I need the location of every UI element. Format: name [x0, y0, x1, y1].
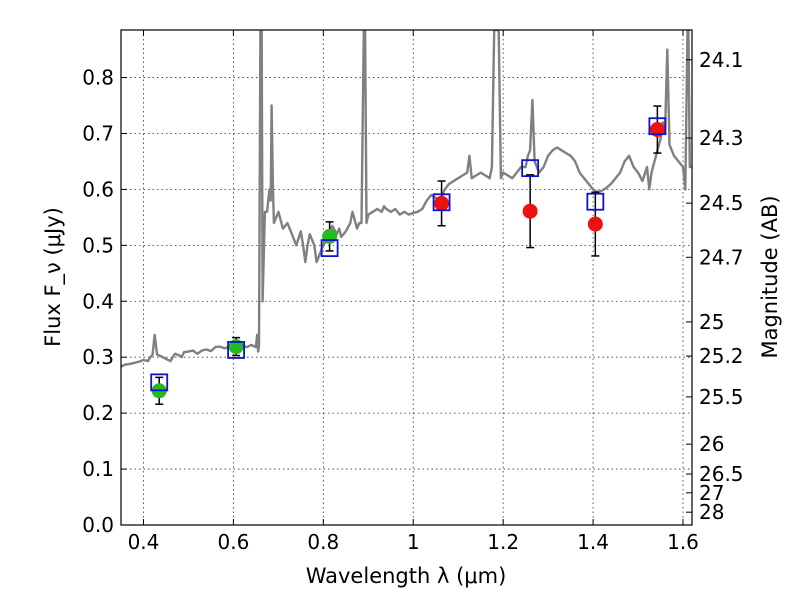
nir-data-point [522, 203, 538, 219]
x-tick-label: 1.4 [577, 530, 609, 554]
model-photometry-square [227, 341, 245, 359]
y-tick-label: 0.4 [82, 289, 114, 313]
grid [121, 30, 692, 526]
model-photometry-square [586, 192, 605, 211]
magnitude-axis-label: Magnitude (AB) [758, 195, 782, 358]
model-photometry-square [432, 193, 451, 212]
y-tick-label: 0.2 [82, 401, 114, 425]
y-tick-label: 0.0 [82, 513, 114, 537]
optical-data-point [322, 228, 338, 244]
x-tick-label: 0.4 [128, 530, 160, 554]
y-tick-label: 0.1 [82, 457, 114, 481]
x-axis-label: Wavelength λ (μm) [306, 564, 507, 588]
x-tick-label: 0.8 [307, 530, 339, 554]
model-photometry-square [521, 159, 540, 178]
magnitude-tick-label: 26.5 [699, 462, 744, 486]
nir-data-point [434, 195, 450, 211]
model-photometry-square [320, 239, 339, 258]
magnitude-tick-label: 24.3 [699, 126, 744, 150]
magnitude-tick-label: 25.2 [699, 344, 744, 368]
y-tick-label: 0.6 [82, 177, 114, 201]
model-photometry-square [648, 117, 667, 136]
y-tick-label: 0.8 [82, 66, 114, 90]
model-spectrum-line [121, 30, 692, 368]
model-photometry-square [150, 373, 169, 392]
plot-frame [120, 29, 693, 526]
magnitude-tick-label: 24.7 [699, 245, 744, 269]
x-axis: 0.4 0.6 0.8 1 1.2 1.4 1.6 [128, 30, 699, 554]
y-axis: 0.0 0.1 0.2 0.3 0.4 0.5 0.6 0.7 0.8 [82, 66, 127, 537]
x-tick-label: 1 [407, 530, 420, 554]
x-tick-label: 1.6 [667, 530, 699, 554]
magnitude-tick-label: 27 [699, 481, 724, 505]
magnitude-tick-label: 24.5 [699, 191, 744, 215]
magnitude-tick-label: 26 [699, 432, 724, 456]
magnitude-tick-label: 25.5 [699, 385, 744, 409]
model-spectrum-layer [121, 30, 692, 368]
x-tick-label: 1.2 [487, 530, 519, 554]
photometry-layer [150, 105, 667, 405]
y-tick-label: 0.5 [82, 233, 114, 257]
magnitude-tick-label: 24.1 [699, 48, 744, 72]
y-axis-label: Flux F_ν (μJy) [41, 207, 66, 347]
nir-data-point [587, 216, 603, 232]
magnitude-tick-label: 28 [699, 500, 724, 524]
x-tick-label: 0.6 [217, 530, 249, 554]
y-tick-label: 0.7 [82, 121, 114, 145]
y-tick-label: 0.3 [82, 345, 114, 369]
magnitude-tick-label: 25 [699, 310, 724, 334]
